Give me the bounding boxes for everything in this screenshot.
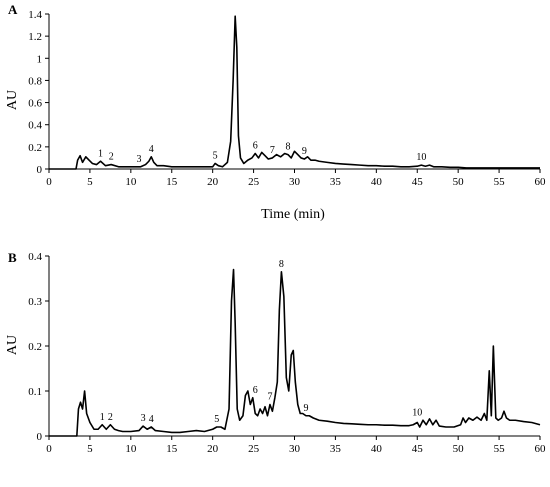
- x-tick-label: 5: [87, 443, 93, 455]
- panel-a-label: A: [8, 2, 18, 17]
- x-tick-label: 40: [371, 443, 383, 455]
- x-tick-label: 50: [453, 443, 465, 455]
- x-tick-label: 10: [125, 443, 137, 455]
- peak-label: 3: [141, 413, 146, 424]
- panel-a-y-axis-title: AU: [5, 90, 20, 110]
- x-tick-label: 25: [248, 443, 260, 455]
- y-tick-label: 0.1: [28, 386, 42, 398]
- panel-a-tick-labels: 0 5 10 15 20 25 30 35 40 45 50 55 6000.20.40.60.811.…: [28, 9, 546, 188]
- panel-a-x-axis-title: Time (min): [261, 207, 325, 222]
- chromatogram-trace: [49, 15, 540, 170]
- peak-label: 6: [253, 385, 258, 396]
- panel-a: A AU Time (min) 0 5 10 15 20 25 30 35 40 45 50 55 60…: [5, 2, 546, 222]
- panel-b-chromatogram: [49, 268, 541, 437]
- peak-label: 2: [108, 412, 113, 423]
- peak-label: 8: [285, 142, 290, 153]
- peak-label: 1: [100, 412, 105, 423]
- x-tick-label: 55: [494, 443, 506, 455]
- peak-label: 7: [267, 392, 272, 403]
- y-tick-label: 0.3: [28, 296, 42, 308]
- peak-label: 4: [149, 414, 154, 425]
- x-tick-label: 25: [248, 176, 260, 188]
- y-tick-label: 1: [37, 53, 43, 65]
- y-tick-label: 1.4: [28, 9, 42, 21]
- x-tick-label: 45: [412, 176, 424, 188]
- x-tick-label: 10: [125, 176, 137, 188]
- peak-label: 9: [302, 146, 307, 157]
- x-tick-label: 15: [166, 443, 178, 455]
- x-tick-label: 30: [289, 176, 301, 188]
- x-tick-label: 50: [453, 176, 465, 188]
- peak-label: 10: [416, 152, 426, 163]
- x-tick-label: 35: [330, 176, 342, 188]
- x-tick-label: 45: [412, 443, 424, 455]
- y-tick-label: 0.2: [28, 142, 42, 154]
- panel-a-axes: [45, 13, 541, 173]
- y-tick-label: 1.2: [28, 31, 42, 43]
- panel-b-y-axis-title: AU: [5, 335, 20, 355]
- peak-label: 7: [270, 145, 275, 156]
- peak-label: 9: [303, 403, 308, 414]
- y-tick-label: 0: [37, 431, 43, 443]
- y-tick-label: 0.2: [28, 341, 42, 353]
- panel-b-label: B: [8, 250, 17, 265]
- x-tick-label: 60: [535, 176, 547, 188]
- panel-b-peak-labels: 1 2 3 4 5 67 8 9 10: [100, 259, 423, 425]
- panel-b-axes: [45, 255, 541, 440]
- peak-label: 4: [149, 144, 154, 155]
- peak-label: 5: [213, 150, 218, 161]
- x-tick-label: 55: [494, 176, 506, 188]
- x-tick-label: 0: [46, 443, 52, 455]
- x-tick-label: 5: [87, 176, 93, 188]
- x-tick-label: 40: [371, 176, 383, 188]
- x-tick-label: 0: [46, 176, 52, 188]
- x-tick-label: 30: [289, 443, 301, 455]
- chromatogram-trace: [49, 268, 541, 437]
- peak-label: 3: [137, 154, 142, 165]
- x-tick-label: 35: [330, 443, 342, 455]
- peak-label: 1: [98, 148, 103, 159]
- y-tick-label: 0.8: [28, 75, 42, 87]
- peak-label: 10: [412, 407, 422, 418]
- y-tick-label: 0.4: [28, 251, 42, 263]
- y-tick-label: 0: [37, 164, 43, 176]
- peak-label: 8: [279, 259, 284, 270]
- peak-label: 6: [253, 141, 258, 152]
- peak-label: 2: [109, 152, 114, 163]
- x-tick-label: 15: [166, 176, 178, 188]
- peak-label: 5: [214, 414, 219, 425]
- panel-b: B AU 0 5 10 15 20 25 30 35 40 45 50 55 6000.10.20.30…: [5, 250, 546, 455]
- y-tick-label: 0.4: [28, 120, 42, 132]
- panel-a-chromatogram: [49, 15, 540, 170]
- x-tick-label: 20: [207, 443, 219, 455]
- x-tick-label: 20: [207, 176, 219, 188]
- x-tick-label: 60: [535, 443, 547, 455]
- y-tick-label: 0.6: [28, 98, 42, 110]
